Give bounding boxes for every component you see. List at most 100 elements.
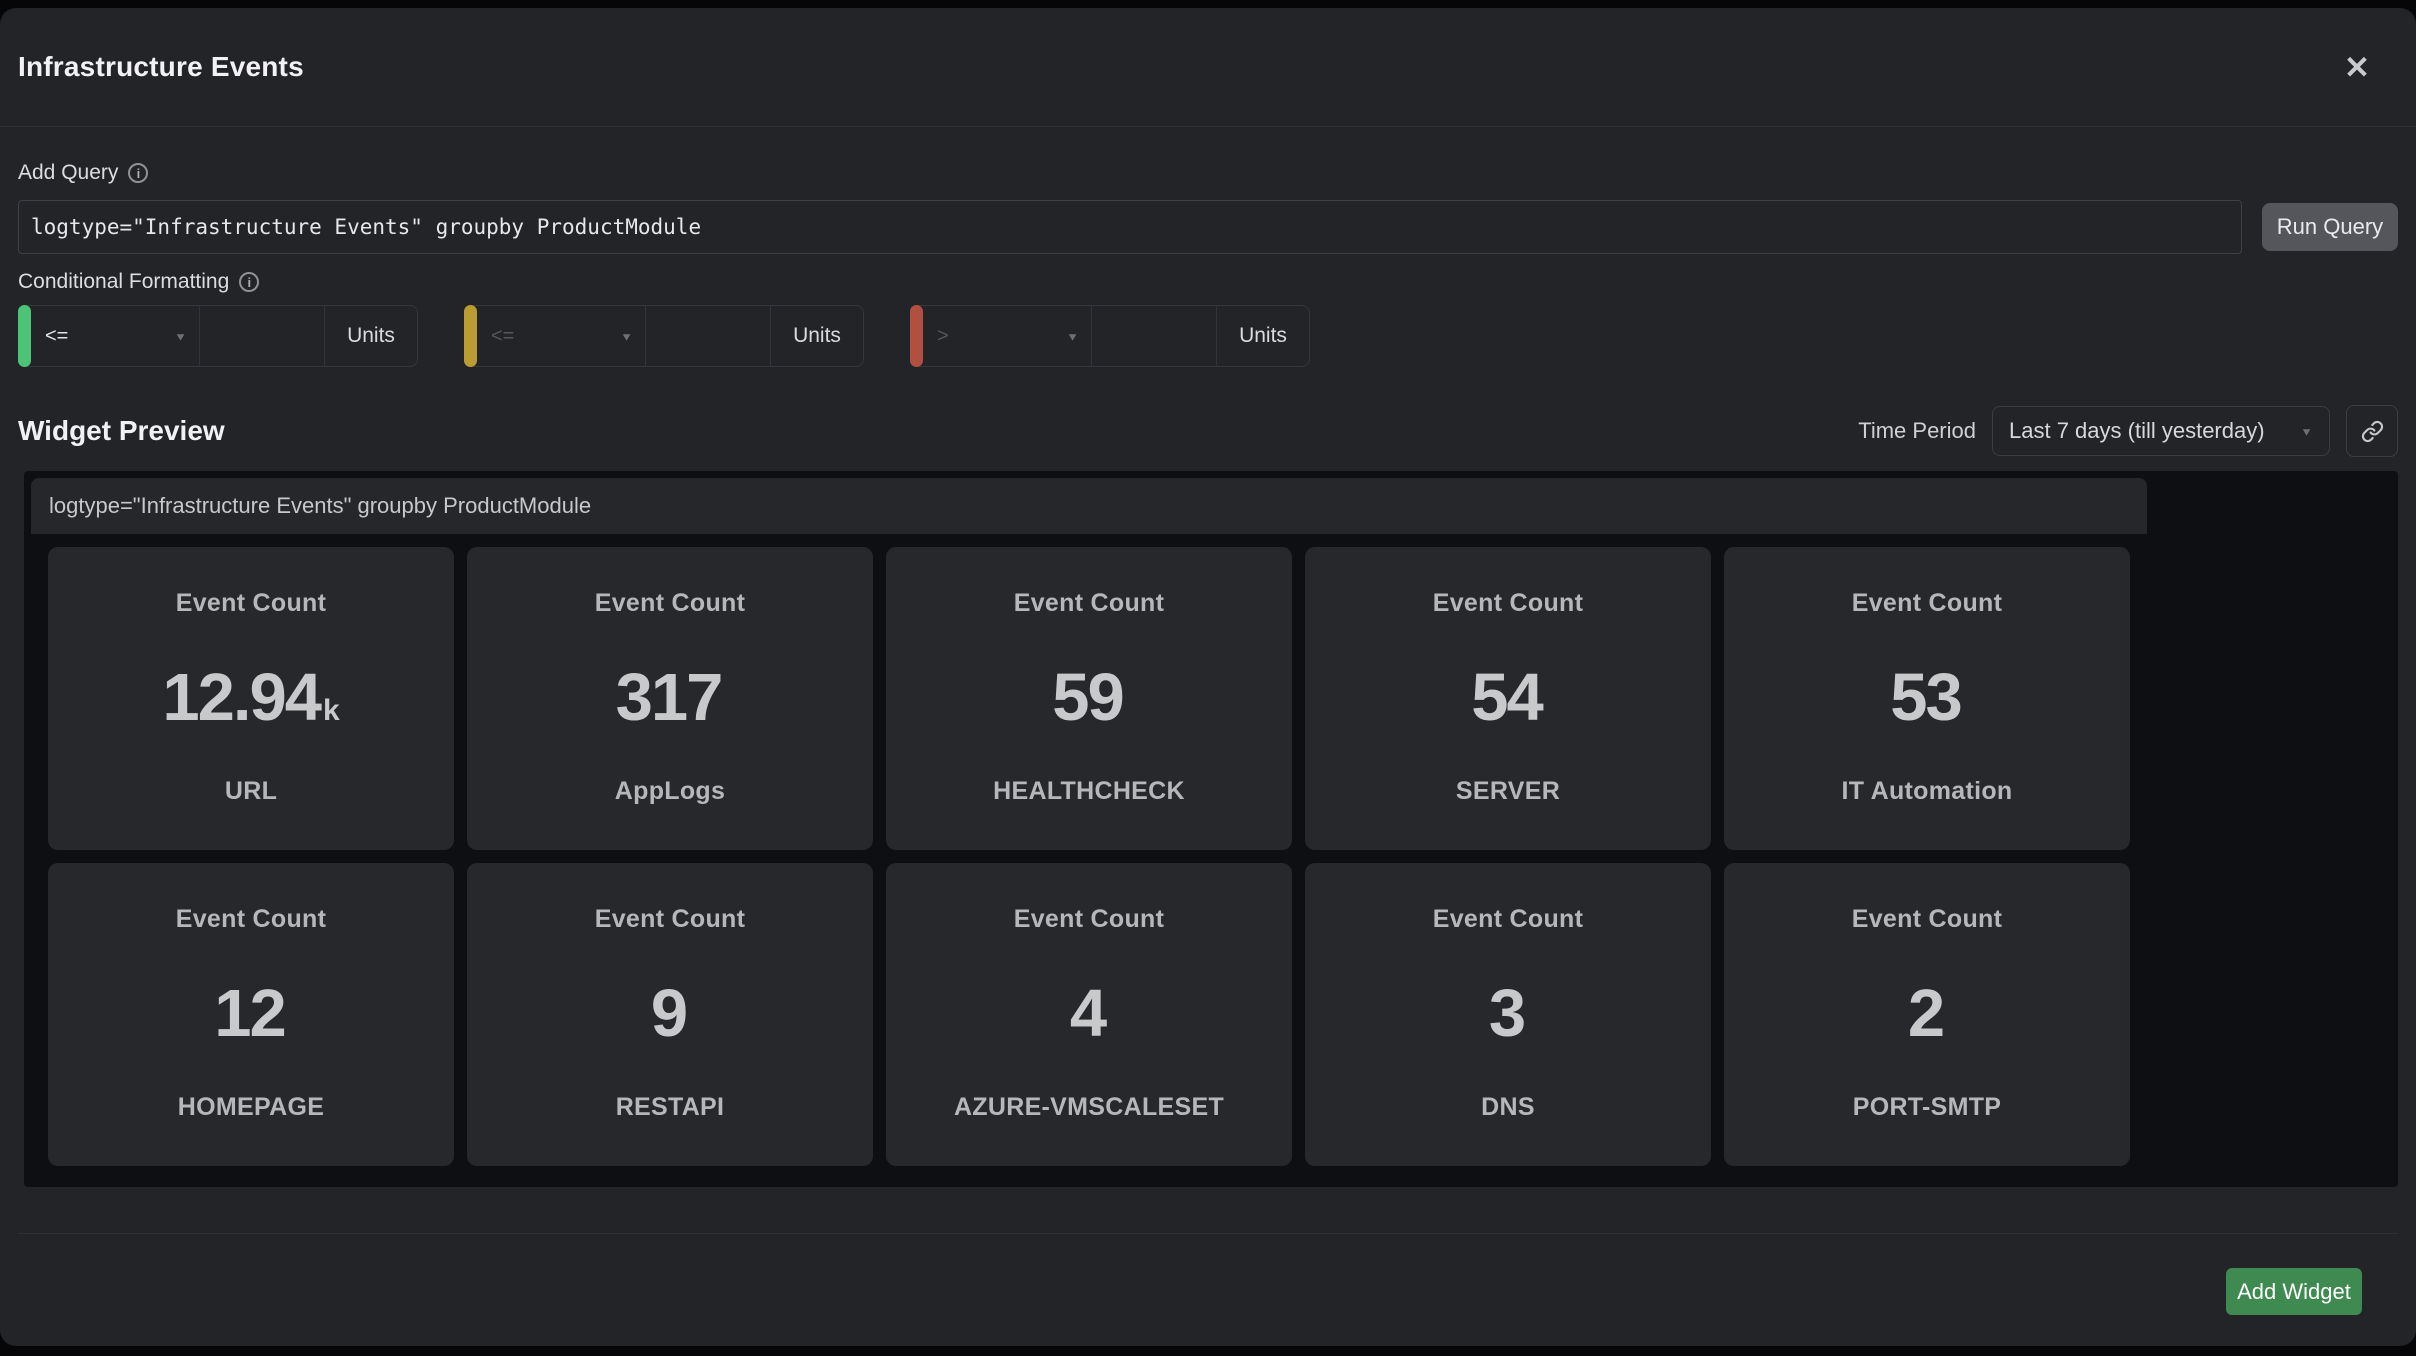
card-title: Event Count xyxy=(1851,589,2003,617)
event-count-card: Event Count 2 PORT-SMTP xyxy=(1724,863,2130,1166)
event-count-card: Event Count 12.94 k URL xyxy=(48,547,454,850)
time-period-value: Last 7 days (till yesterday) xyxy=(2009,418,2265,443)
operator-value: > xyxy=(937,324,949,347)
card-title: Event Count xyxy=(1432,589,1584,617)
event-count-card: Event Count 317 AppLogs xyxy=(467,547,873,850)
card-title: Event Count xyxy=(594,589,746,617)
operator-select[interactable]: <= ▼ xyxy=(31,306,199,366)
threshold-value-input[interactable] xyxy=(646,324,770,348)
threshold-value-cell xyxy=(1091,306,1217,366)
run-query-button[interactable]: Run Query xyxy=(2262,203,2398,251)
card-category-label: IT Automation xyxy=(1841,777,2013,805)
widget-preview-panel: logtype="Infrastructure Events" groupby … xyxy=(24,471,2398,1187)
card-value: 12 xyxy=(214,980,288,1047)
preview-cards-grid: Event Count 12.94 k URL Event Count 317 AppLog… xyxy=(31,547,2147,1166)
card-value-number: 12 xyxy=(214,976,287,1051)
card-title: Event Count xyxy=(175,905,327,933)
card-category-label: AZURE-VMSCALESET xyxy=(953,1093,1225,1121)
conditional-formatting-label: Conditional Formatting xyxy=(18,270,230,293)
card-title: Event Count xyxy=(1013,905,1165,933)
operator-select[interactable]: <= ▼ xyxy=(477,306,645,366)
dialog-header: Infrastructure Events ✕ xyxy=(0,8,2416,127)
conditional-formatting-label-row: Conditional Formatting i xyxy=(18,270,2398,294)
event-count-card: Event Count 3 DNS xyxy=(1305,863,1711,1166)
chevron-down-icon: ▼ xyxy=(174,329,187,343)
add-query-label: Add Query xyxy=(18,161,119,184)
card-value-number: 53 xyxy=(1890,660,1963,735)
card-value-number: 2 xyxy=(1907,976,1945,1051)
units-label: Units xyxy=(793,324,841,347)
card-category-label: HOMEPAGE xyxy=(177,1093,325,1121)
card-category-label: RESTAPI xyxy=(615,1093,725,1121)
threshold-color-bar xyxy=(464,305,477,367)
add-widget-button[interactable]: Add Widget xyxy=(2226,1268,2362,1315)
card-value: 53 xyxy=(1890,664,1964,731)
conditional-rule: <= ▼ Units xyxy=(464,305,864,367)
card-value: 2 xyxy=(1908,980,1946,1047)
chevron-down-icon: ▼ xyxy=(2300,424,2313,438)
card-category-label: DNS xyxy=(1481,1093,1535,1121)
query-input[interactable] xyxy=(18,200,2242,254)
card-value: 59 xyxy=(1052,664,1126,731)
info-icon[interactable]: i xyxy=(128,163,149,183)
dialog-title: Infrastructure Events xyxy=(18,51,304,82)
card-value-suffix: k xyxy=(322,694,340,727)
card-value: 317 xyxy=(616,664,725,731)
card-category-label: URL xyxy=(224,777,278,805)
card-title: Event Count xyxy=(175,589,327,617)
card-title: Event Count xyxy=(1851,905,2003,933)
threshold-color-bar xyxy=(910,305,923,367)
time-period-controls: Time Period Last 7 days (till yesterday)… xyxy=(1858,405,2398,457)
card-value-number: 54 xyxy=(1471,660,1544,735)
card-value-number: 12.94 xyxy=(162,660,322,735)
card-value: 3 xyxy=(1489,980,1527,1047)
card-title: Event Count xyxy=(1013,589,1165,617)
card-value-number: 9 xyxy=(650,976,688,1051)
event-count-card: Event Count 9 RESTAPI xyxy=(467,863,873,1166)
event-count-card: Event Count 54 SERVER xyxy=(1305,547,1711,850)
conditional-rule: <= ▼ Units xyxy=(18,305,418,367)
card-category-label: AppLogs xyxy=(614,777,726,805)
event-count-card: Event Count 53 IT Automation xyxy=(1724,547,2130,850)
operator-value: <= xyxy=(45,324,69,347)
conditional-rule: > ▼ Units xyxy=(910,305,1310,367)
card-value: 9 xyxy=(651,980,689,1047)
chevron-down-icon: ▼ xyxy=(620,329,633,343)
event-count-card: Event Count 12 HOMEPAGE xyxy=(48,863,454,1166)
card-value-number: 59 xyxy=(1052,660,1125,735)
threshold-value-cell xyxy=(645,306,771,366)
add-query-label-row: Add Query i xyxy=(18,161,2398,185)
infrastructure-events-dialog: Infrastructure Events ✕ Add Query i Run … xyxy=(0,8,2416,1346)
card-value-number: 3 xyxy=(1488,976,1526,1051)
card-title: Event Count xyxy=(1432,905,1584,933)
widget-preview-header: Widget Preview Time Period Last 7 days (… xyxy=(18,405,2398,457)
threshold-color-bar xyxy=(18,305,31,367)
query-row: Run Query xyxy=(18,200,2398,254)
threshold-value-input[interactable] xyxy=(200,324,324,348)
event-count-card: Event Count 4 AZURE-VMSCALESET xyxy=(886,863,1292,1166)
card-value: 4 xyxy=(1070,980,1108,1047)
chevron-down-icon: ▼ xyxy=(1066,329,1079,343)
conditional-formatting-row: <= ▼ Units <= ▼ Units > ▼ Units xyxy=(18,305,2398,367)
info-icon[interactable]: i xyxy=(239,272,260,292)
preview-query-text: logtype="Infrastructure Events" groupby … xyxy=(49,493,592,518)
dialog-body: Add Query i Run Query Conditional Format… xyxy=(0,161,2416,1315)
dialog-footer: Add Widget xyxy=(18,1233,2398,1315)
card-value-number: 317 xyxy=(615,660,724,735)
card-category-label: HEALTHCHECK xyxy=(993,777,1185,805)
operator-select[interactable]: > ▼ xyxy=(923,306,1091,366)
threshold-value-input[interactable] xyxy=(1092,324,1216,348)
operator-value: <= xyxy=(491,324,515,347)
event-count-card: Event Count 59 HEALTHCHECK xyxy=(886,547,1292,850)
card-value: 54 xyxy=(1471,664,1545,731)
card-value: 12.94 k xyxy=(162,664,339,731)
units-label: Units xyxy=(347,324,395,347)
link-icon xyxy=(2361,420,2383,442)
card-title: Event Count xyxy=(594,905,746,933)
widget-preview-title: Widget Preview xyxy=(18,415,225,446)
close-icon[interactable]: ✕ xyxy=(2344,49,2370,85)
time-period-select[interactable]: Last 7 days (till yesterday) ▼ xyxy=(1992,406,2330,456)
card-category-label: SERVER xyxy=(1455,777,1561,805)
units-label: Units xyxy=(1239,324,1287,347)
link-button[interactable] xyxy=(2346,405,2398,457)
